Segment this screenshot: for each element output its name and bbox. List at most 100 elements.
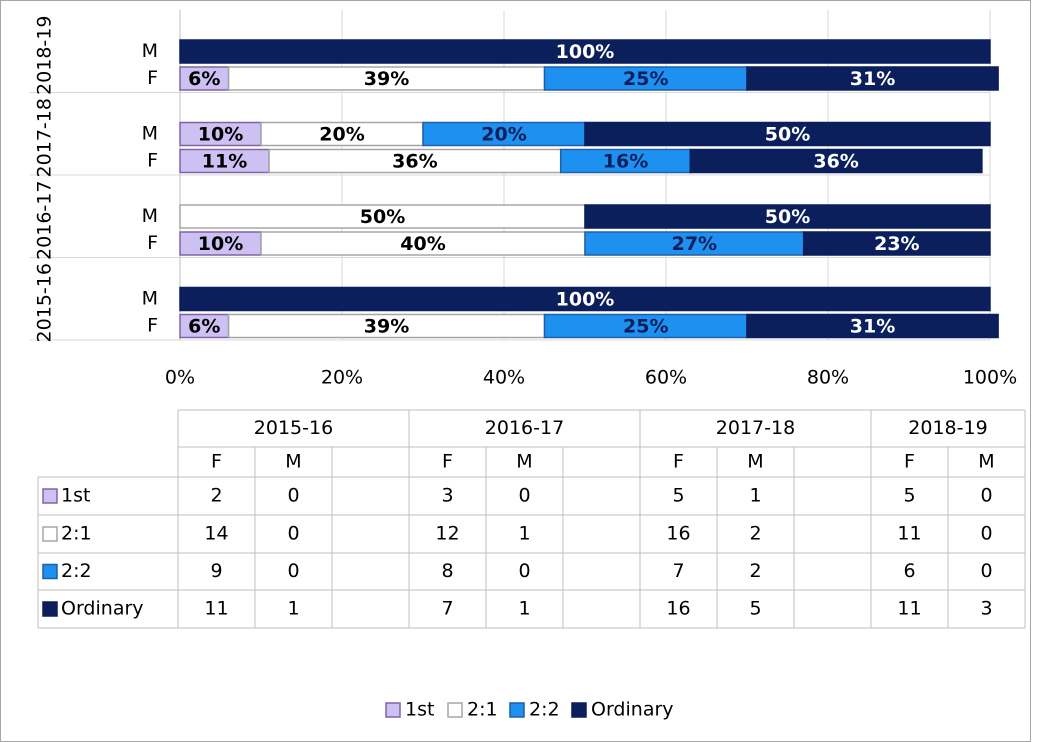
table-cell: 0 [287,523,299,545]
y-tick-label: F [147,67,158,89]
data-label: 50% [765,206,810,228]
table-cell: 11 [897,523,921,545]
table-subheader: M [516,451,532,473]
group-label: 2016-17 [34,181,56,260]
bar-segment [584,121,991,147]
group-label: 2018-19 [34,16,56,95]
legend-swatch [447,702,463,718]
table-year: 2015-16 [254,417,333,439]
table-subheader: M [978,451,994,473]
data-label: 20% [481,124,526,146]
legend-swatch [42,526,58,542]
table-row-label: 2:1 [61,523,92,545]
table-cell: 7 [441,598,453,620]
table-subheader: M [285,451,301,473]
group-label: 2017-18 [34,98,56,177]
table-cell: 1 [749,485,761,507]
y-tick-label: F [147,315,158,337]
data-label: 39% [364,316,409,338]
y-tick-label: F [147,232,158,254]
table-cell: 6 [903,560,915,582]
table-cell: 12 [435,523,459,545]
table-cell: 3 [980,598,992,620]
legend-swatch [571,702,587,718]
data-label: 40% [400,233,445,255]
bar-segment [689,148,983,174]
bar-segment [179,286,991,312]
data-label: 36% [392,151,437,173]
data-label: 16% [603,151,648,173]
data-label: 50% [360,206,405,228]
x-tick-label: 60% [645,367,687,389]
legend-label: 2:1 [467,699,498,721]
data-label: 36% [813,151,858,173]
data-label: 100% [556,289,615,311]
data-label: 39% [364,68,409,90]
table-cell: 1 [518,523,530,545]
group-label: 2015-16 [34,263,56,342]
data-label: 31% [850,316,895,338]
data-label: 20% [319,124,364,146]
data-label: 10% [198,124,243,146]
legend-label: Ordinary [591,699,674,721]
table-subheader: F [211,451,222,473]
bar-segment [584,204,991,229]
table-cell: 16 [666,598,690,620]
table-cell: 0 [980,560,992,582]
data-label: 50% [765,124,810,146]
table-row-label: Ordinary [61,598,144,620]
table-cell: 1 [287,598,299,620]
x-tick-label: 0% [165,367,195,389]
y-tick-label: M [142,288,158,310]
legend-label: 2:2 [529,699,560,721]
table-cell: 11 [897,598,921,620]
table-cell: 0 [287,485,299,507]
table-year: 2016-17 [485,417,564,439]
x-tick-label: 100% [963,367,1017,389]
table-row-label: 2:2 [61,560,92,582]
table-cell: 5 [903,485,915,507]
bar-segment [746,313,999,339]
x-tick-label: 20% [321,367,363,389]
data-label: 10% [198,233,243,255]
table-row-label: 1st [61,485,90,507]
table-cell: 7 [672,560,684,582]
data-label: 100% [556,41,615,63]
data-label: 23% [874,233,919,255]
y-tick-label: M [142,40,158,62]
table-cell: 8 [441,560,453,582]
legend-swatch [42,488,58,504]
table-cell: 0 [980,485,992,507]
table-cell: 2 [749,523,761,545]
data-label: 27% [672,233,717,255]
data-label: 25% [623,68,668,90]
legend-swatch [385,702,401,718]
table-cell: 2 [210,485,222,507]
bar-segment [179,39,991,64]
x-tick-label: 40% [483,367,525,389]
table-cell: 0 [287,560,299,582]
table-cell: 0 [518,560,530,582]
legend-swatch [42,601,58,617]
table-subheader: F [442,451,453,473]
table-cell: 1 [518,598,530,620]
table-cell: 2 [749,560,761,582]
bar-segment [802,231,991,256]
table-subheader: F [904,451,915,473]
table-cell: 5 [672,485,684,507]
data-label: 25% [623,316,668,338]
legend-swatch [509,702,525,718]
table-year: 2018-19 [908,417,987,439]
table-cell: 9 [210,560,222,582]
y-tick-label: M [142,123,158,145]
y-tick-label: M [142,205,158,227]
table-cell: 0 [518,485,530,507]
legend-swatch [42,563,58,580]
x-tick-label: 80% [807,367,849,389]
table-cell: 5 [749,598,761,620]
table-year: 2017-18 [716,417,795,439]
bar-segment [746,66,999,91]
legend-label: 1st [405,699,434,721]
table-cell: 3 [441,485,453,507]
